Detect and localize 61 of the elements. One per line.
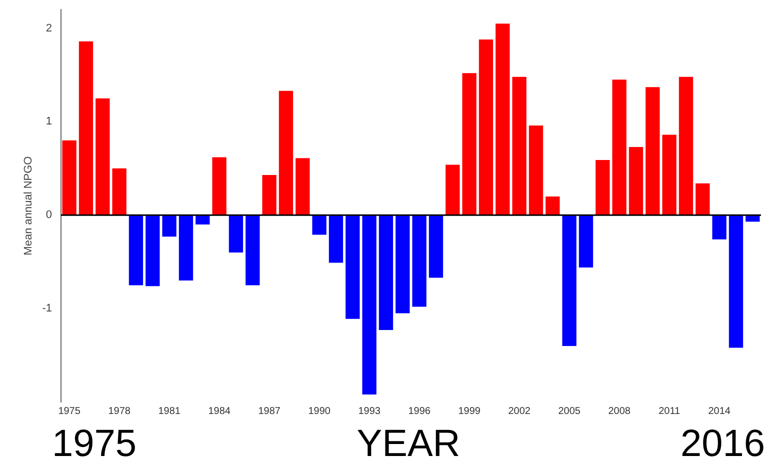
bar [546,196,560,216]
bar [328,215,344,263]
bar [62,140,76,216]
bar [362,215,376,395]
bar [428,215,444,278]
x-tick-label: 1990 [308,406,331,417]
bar [112,168,126,216]
bar [128,215,144,286]
bar [178,215,194,281]
bar [396,215,410,314]
bar [78,41,94,216]
bar [496,24,510,216]
bar [662,134,676,216]
bar [628,146,644,216]
bar [446,164,460,216]
bar [412,215,426,307]
bar [296,158,310,216]
x-tick-label: 1987 [258,406,281,417]
y-tick-label: 1 [46,116,52,128]
y-tick-label: 2 [46,22,52,34]
x-tick-label: 2011 [658,406,681,417]
bar [312,215,326,235]
bar [562,215,576,346]
x-tick-label: 2002 [508,406,531,417]
bar [346,215,360,319]
x-tick-label: 2008 [608,406,631,417]
bar [246,215,260,286]
bar [512,76,526,216]
x-tick-label: 2005 [558,406,581,417]
y-tick-label: 0 [46,209,52,222]
bar [578,215,594,268]
x-tick-label: 1996 [408,406,431,417]
bar [262,174,276,216]
x-tick-label: 2014 [708,406,731,417]
bar [278,90,294,216]
bar [596,160,610,216]
bar [378,215,394,330]
bar [462,73,476,216]
x-tick-label: 1993 [358,406,381,417]
bar [162,215,176,237]
bar [96,98,110,216]
bar [612,80,626,216]
y-tick-label: -1 [42,302,52,315]
bar [228,215,244,253]
bar [212,157,226,216]
bar [712,215,726,240]
bar [646,87,660,216]
text: 2016 [680,423,765,466]
bar [678,76,694,216]
x-axis-title: YEAR [356,423,460,466]
x-tick-label: 1999 [458,406,481,417]
bar [528,125,544,216]
x-tick-label: 1975 [58,406,81,417]
x-tick-label: 1984 [208,406,231,417]
bar [728,215,744,348]
bar [146,215,160,286]
x-tick-label: 1978 [108,406,131,417]
x-tick-label: 1981 [158,406,181,417]
bar [478,39,494,216]
bar [696,183,710,216]
y-axis-title: Mean annual NPGO [22,156,35,256]
